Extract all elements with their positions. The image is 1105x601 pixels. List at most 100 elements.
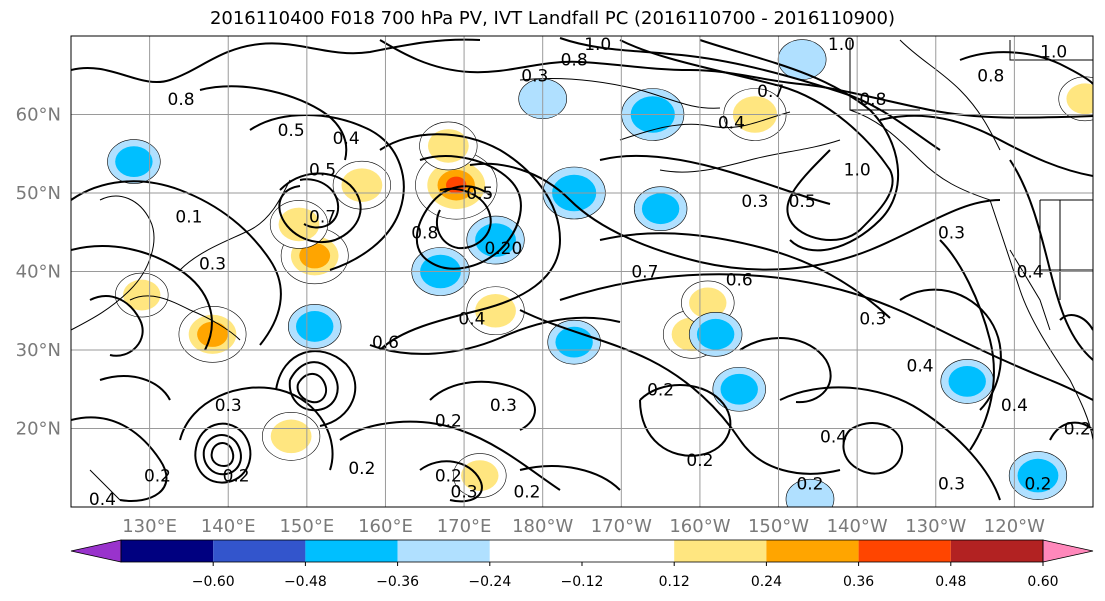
pv-contour-line	[275, 350, 357, 427]
colorbar-ticks: −0.60 −0.48 −0.36 −0.24 −0.12 0.12 0.24 0.36 0.4…	[192, 562, 1059, 590]
pv-contour-line	[278, 172, 362, 243]
pv-contour-line	[519, 465, 621, 491]
anomaly-core	[270, 419, 312, 454]
contour-label: 0.3	[199, 255, 226, 275]
anomaly-core	[720, 373, 758, 405]
coastline-layer	[71, 39, 1093, 501]
pv-contour-line	[194, 422, 252, 484]
contour-label: 0.5	[309, 160, 336, 180]
pv-contour-line	[939, 239, 995, 451]
pv-contour-line	[639, 384, 732, 457]
contour-label: 0.6	[372, 333, 399, 353]
contour-label: 0.7	[757, 82, 784, 102]
contour-label: 0.2	[1064, 420, 1091, 440]
contour-label: 0.5	[466, 184, 493, 204]
lat-tick-label: 50°N	[16, 183, 61, 204]
contour-label: 0.2	[435, 412, 462, 432]
pv-contour-line	[379, 39, 1093, 119]
lon-tick-label: 130°E	[122, 516, 177, 537]
pv-contour-line	[199, 85, 348, 161]
colorbar-segment	[397, 540, 490, 562]
colorbar-low-extension	[70, 539, 122, 563]
anomaly-core	[341, 168, 383, 202]
anomaly-core	[115, 146, 153, 178]
contour-label: 0.8	[168, 90, 195, 110]
anomaly-core	[1066, 83, 1093, 115]
contour-label: 0.5	[278, 121, 305, 141]
lon-tick-label: 140°E	[201, 516, 256, 537]
coastline	[659, 139, 841, 173]
lon-tick-label: 120°W	[984, 516, 1045, 537]
state-border	[1009, 249, 1051, 331]
lon-tick-label: 180°W	[512, 516, 573, 537]
pv-contour-line	[435, 187, 492, 250]
contour-label: 0.3	[451, 482, 478, 502]
anomaly-core	[948, 366, 986, 397]
pv-contour-line	[379, 133, 562, 351]
colorbar-segment	[766, 540, 859, 562]
pv-contour-line	[71, 180, 282, 346]
contour-label: 0.4	[458, 310, 485, 330]
graticule	[71, 36, 1093, 507]
contour-label: 0.8	[977, 66, 1004, 86]
contour-label: 0.7	[309, 208, 336, 228]
contour-label: 0.2	[348, 459, 375, 479]
contour-labels: 0.80.5 0.40.50.1 0.70.30.50.80.201.00.80.3…	[89, 35, 1091, 510]
contour-label: 0.6	[726, 270, 753, 290]
coastline	[849, 109, 991, 201]
colorbar-segment	[858, 540, 951, 562]
colorbar-tick-label: 0.36	[843, 574, 874, 590]
anomaly-region	[777, 39, 827, 80]
lon-tick-label: 160°E	[358, 516, 413, 537]
lon-tick-label: 130°W	[905, 516, 966, 537]
pv-contour-line	[71, 416, 168, 502]
contour-label: 0.4	[89, 490, 116, 510]
contour-label: 0.3	[859, 310, 886, 330]
lat-tick-label: 20°N	[16, 419, 61, 440]
anomaly-shading-layer	[107, 39, 1093, 507]
lon-tick-label: 150°E	[279, 516, 334, 537]
contour-label: 1.0	[584, 35, 611, 55]
pv-contour-line	[296, 373, 328, 404]
coastline	[899, 39, 1001, 151]
colorbar-segment	[213, 540, 306, 562]
coastline	[89, 469, 121, 501]
latitude-labels: 20°N 30°N 40°N 50°N 60°N	[16, 105, 61, 440]
anomaly-core	[696, 318, 735, 350]
coastline	[71, 195, 155, 331]
lon-tick-label: 170°E	[437, 516, 492, 537]
contour-label: 0.2	[647, 380, 674, 400]
contour-label: 0.2	[223, 467, 250, 487]
coastline	[519, 77, 721, 109]
contour-label: 0.2	[796, 474, 823, 494]
pv-contour-line	[1059, 314, 1093, 331]
pv-contour-line	[1009, 159, 1093, 361]
contour-label: 0.8	[561, 51, 588, 71]
anomaly-core	[427, 129, 469, 163]
pv-contour-line	[519, 309, 841, 475]
pv-contour-line	[779, 386, 1001, 501]
pv-contour-line	[842, 422, 904, 475]
pv-contour-line	[619, 39, 894, 242]
colorbar-segment	[121, 540, 214, 562]
contour-label: 0.5	[789, 192, 816, 212]
pv-contour-line	[1049, 421, 1093, 441]
pv-contour-layer	[71, 37, 1093, 503]
pv-contour-line	[202, 434, 242, 476]
pv-contour-line	[415, 155, 522, 270]
contour-label: 0.3	[938, 474, 965, 494]
anomaly-core	[641, 193, 680, 225]
colorbar-tick-label: 0.24	[751, 574, 782, 590]
contour-label: 0.2	[1024, 474, 1051, 494]
colorbar-segment	[950, 540, 1043, 562]
lon-tick-label: 140°W	[827, 516, 888, 537]
lon-tick-label: 170°W	[591, 516, 652, 537]
coastline	[989, 199, 1093, 441]
contour-label: 0.3	[521, 66, 548, 86]
state-border	[1009, 40, 1093, 61]
map-title: 2016110400 F018 700 hPa PV, IVT Landfall…	[209, 8, 896, 29]
colorbar-tick-label: −0.24	[468, 574, 511, 590]
pv-contour-line	[699, 39, 900, 252]
lat-tick-label: 60°N	[16, 105, 61, 126]
